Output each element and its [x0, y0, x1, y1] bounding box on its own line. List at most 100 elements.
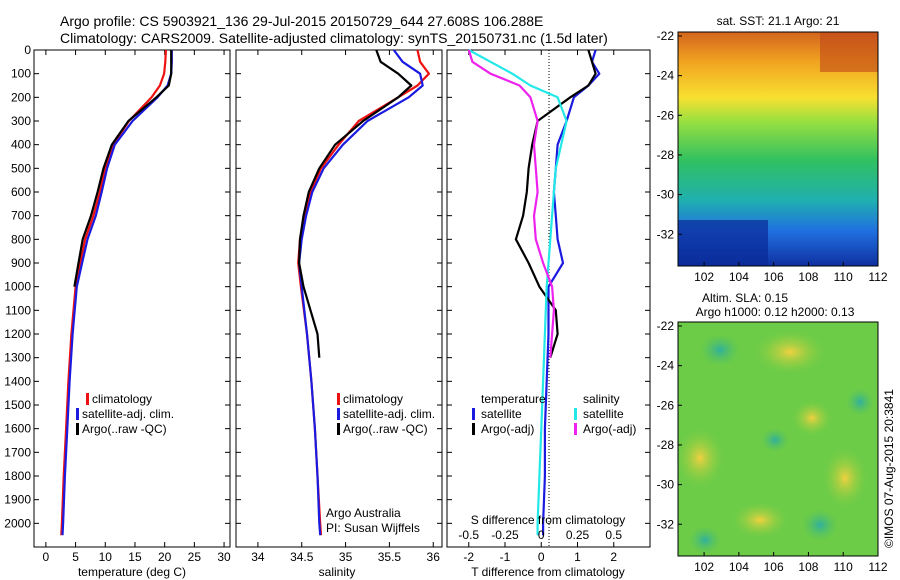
x-tick-label: 0 — [43, 550, 50, 564]
salinity-ticks: 34 34.5 35 35.5 36 — [236, 49, 442, 564]
map-y-tick-label: -30 — [657, 188, 675, 202]
difference-ticks: -2 -1 0 1 2 — [447, 49, 650, 564]
y-tick-label: 200 — [11, 90, 31, 104]
legend-label-argo: Argo(..raw -QC) — [343, 422, 428, 436]
map-x-tick-label: 110 — [834, 270, 853, 284]
y-tick-label: 100 — [11, 67, 31, 81]
s-diff-tick-label: 0.5 — [605, 528, 622, 542]
x-tick-label: 5 — [72, 550, 79, 564]
map-y-tick-label: -28 — [657, 148, 675, 162]
s-diff-tick-label: 0 — [538, 528, 545, 542]
map-y-tick-label: -32 — [657, 227, 675, 241]
map-x-tick-label: 102 — [694, 560, 714, 574]
sla-blobs — [676, 330, 874, 554]
y-tick-label: 1600 — [4, 422, 31, 436]
x-tick-label: 34.5 — [290, 550, 314, 564]
x-tick-label: 35.5 — [378, 550, 402, 564]
legend-swatch-argo — [76, 423, 79, 435]
series-line-satellite-adj-clim- — [298, 49, 424, 536]
map-y-tick-label: -24 — [657, 69, 675, 83]
sst-warm-patch — [820, 32, 878, 72]
s-diff-tick-label: 0.25 — [566, 528, 590, 542]
y-tick-label: 2000 — [4, 516, 31, 530]
salinity-plot-frame — [235, 49, 443, 548]
x-tick-label: 30 — [217, 550, 231, 564]
series-line-argo-raw-qc- — [298, 49, 413, 358]
legend-title-salinity: salinity — [583, 392, 620, 406]
series-line-temperature-argo-adj- — [514, 49, 597, 359]
map-x-tick-label: 102 — [694, 270, 714, 284]
y-tick-label: 800 — [11, 232, 31, 246]
x-tick-label: 25 — [188, 550, 202, 564]
map-y-tick-label: -26 — [657, 398, 675, 412]
y-tick-label: 1200 — [4, 327, 31, 341]
x-tick-label: 0 — [538, 550, 545, 564]
y-tick-label: 600 — [11, 185, 31, 199]
map-y-tick-label: -28 — [657, 438, 675, 452]
x-tick-label: 36 — [427, 550, 441, 564]
s-diff-tick-label: -0.25 — [491, 528, 519, 542]
sst-map-title: sat. SST: 21.1 Argo: 21 — [717, 14, 840, 28]
sla-map-title: Altim. SLA: 0.15 — [702, 291, 788, 305]
map-y-tick-label: -26 — [657, 108, 675, 122]
temperature-legend: climatology satellite-adj. clim. Argo(..… — [76, 392, 174, 436]
y-tick-label: 700 — [11, 209, 31, 223]
sst-map-panel: sat. SST: 21.1 Argo: 21 102 104 106 108 110 1… — [657, 14, 888, 284]
legend-swatch-sal-satellite — [574, 408, 577, 420]
map-x-tick-label: 112 — [868, 560, 887, 574]
sla-map-frame — [677, 321, 879, 557]
series-line-salinity-satellite — [468, 49, 568, 536]
y-tick-label: 1000 — [4, 280, 31, 294]
legend-label-temp-satellite: satellite — [481, 407, 522, 421]
sla-map-ticks: 102 104 106 108 110 112 -22 -24 -26 -28 -30 -32 — [657, 319, 888, 574]
imos-credit: ©IMOS 07-Aug-2015 20:3841 — [882, 389, 896, 548]
x-tick-label: 34 — [251, 550, 265, 564]
y-tick-label: 0 — [24, 43, 31, 57]
figure-title-line1: Argo profile: CS 5903921_136 29-Jul-2015… — [60, 13, 544, 29]
map-x-tick-label: 104 — [729, 560, 749, 574]
map-x-tick-label: 108 — [798, 560, 818, 574]
y-tick-label: 1700 — [4, 445, 31, 459]
x-tick-label: 15 — [128, 550, 142, 564]
temperature-plot-frame — [33, 49, 231, 548]
x-tick-label: 2 — [610, 550, 617, 564]
sst-map-ticks: 102 104 106 108 110 112 -22 -24 -26 -28 -30 -32 — [657, 29, 888, 284]
x-tick-label: -2 — [463, 550, 474, 564]
difference-xlabel: T difference from climatology — [471, 565, 625, 579]
pi-annotation: PI: Susan Wijffels — [326, 521, 420, 535]
legend-swatch-sal-argo — [574, 423, 577, 435]
sst-map-frame — [677, 31, 879, 267]
x-tick-label: 10 — [99, 550, 113, 564]
legend-label-temp-argo: Argo(-adj) — [481, 422, 534, 436]
difference-legend: temperature satellite Argo(-adj) salinit… — [472, 392, 636, 436]
map-y-tick-label: -32 — [657, 517, 675, 531]
legend-label-climatology: climatology — [343, 392, 403, 406]
temperature-xlabel: temperature (deg C) — [78, 565, 186, 579]
series-line-climatology — [60, 49, 167, 536]
x-tick-label: 1 — [574, 550, 581, 564]
map-x-tick-label: 112 — [868, 270, 887, 284]
salinity-legend: climatology satellite-adj. clim. Argo(..… — [337, 392, 435, 436]
legend-label-sal-argo: Argo(-adj) — [583, 422, 636, 436]
series-line-argo-raw-qc- — [73, 50, 173, 287]
legend-title-temperature: temperature — [481, 392, 546, 406]
s-diff-tick-label: -0.5 — [458, 528, 479, 542]
series-line-salinity-argo-adj- — [467, 49, 556, 358]
map-x-tick-label: 104 — [729, 270, 749, 284]
legend-swatch-argo — [337, 423, 340, 435]
y-tick-label: 1100 — [5, 303, 31, 317]
difference-series — [467, 49, 601, 536]
map-y-tick-label: -22 — [657, 319, 675, 333]
salinity-xlabel: salinity — [319, 565, 356, 579]
x-tick-label: 20 — [158, 550, 172, 564]
legend-swatch-temp-argo — [472, 423, 475, 435]
legend-swatch-satellite — [337, 408, 340, 420]
map-x-tick-label: 106 — [764, 270, 784, 284]
salinity-series — [297, 49, 430, 536]
map-x-tick-label: 106 — [764, 560, 784, 574]
sla-map-subtitle: Argo h1000: 0.12 h2000: 0.13 — [696, 305, 855, 319]
figure-title-line2: Climatology: CARS2009. Satellite-adjuste… — [60, 30, 608, 46]
salinity-difference-tick-labels: -0.5 -0.25 0 0.25 0.5 — [458, 528, 622, 542]
legend-swatch-temp-satellite — [472, 408, 475, 420]
